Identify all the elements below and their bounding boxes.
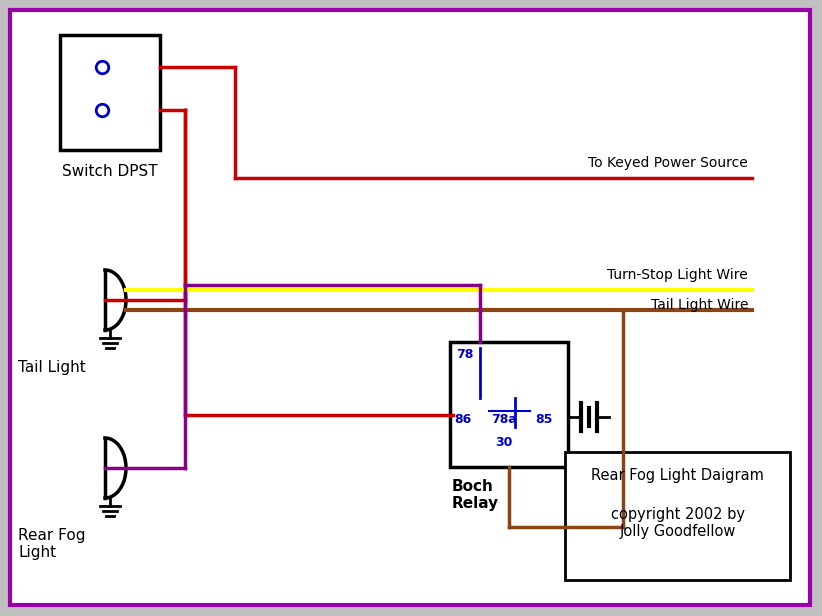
Text: 85: 85 bbox=[535, 413, 552, 426]
Text: Turn-Stop Light Wire: Turn-Stop Light Wire bbox=[607, 268, 748, 282]
Bar bbox=[60, 35, 160, 150]
Text: Boch
Relay: Boch Relay bbox=[452, 479, 499, 511]
Text: 78a: 78a bbox=[492, 413, 517, 426]
Text: Tail Light: Tail Light bbox=[18, 360, 85, 375]
Text: copyright 2002 by
Jolly Goodfellow: copyright 2002 by Jolly Goodfellow bbox=[611, 507, 745, 540]
Text: Rear Fog Light Daigram: Rear Fog Light Daigram bbox=[591, 468, 764, 483]
Bar bbox=[450, 342, 568, 467]
Text: 78: 78 bbox=[456, 348, 473, 361]
Text: 86: 86 bbox=[454, 413, 471, 426]
Text: To Keyed Power Source: To Keyed Power Source bbox=[589, 156, 748, 170]
Text: 30: 30 bbox=[495, 436, 512, 448]
Text: Switch DPST: Switch DPST bbox=[62, 164, 158, 179]
Text: Rear Fog
Light: Rear Fog Light bbox=[18, 528, 85, 561]
Bar bbox=[565, 452, 790, 580]
Text: Tail Light Wire: Tail Light Wire bbox=[650, 298, 748, 312]
